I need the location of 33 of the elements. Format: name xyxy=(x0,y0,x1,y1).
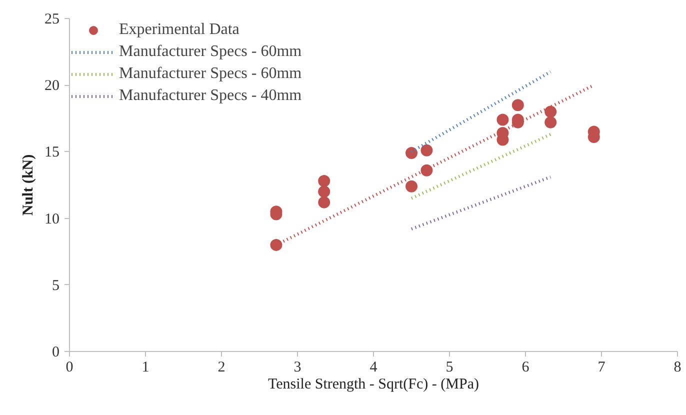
y-tick-label: 20 xyxy=(44,78,60,94)
x-tick-label: 6 xyxy=(522,360,530,376)
point xyxy=(406,180,418,192)
point xyxy=(270,238,282,251)
point xyxy=(512,99,524,112)
point xyxy=(318,175,330,187)
y-tick-label: 25 xyxy=(44,12,60,28)
y-tick-label: 10 xyxy=(44,211,60,228)
x-tick-label: 5 xyxy=(446,360,454,376)
legend-label: Manufacturer Specs - 60mm xyxy=(119,43,302,61)
point xyxy=(318,186,330,198)
x-tick-label: 8 xyxy=(674,360,682,376)
x-tick-label: 4 xyxy=(370,360,378,376)
y-tick-label: 15 xyxy=(44,144,60,161)
y-tick-label: 5 xyxy=(52,278,60,294)
point xyxy=(406,147,418,160)
legend-label: Manufacturer Specs - 40mm xyxy=(119,87,302,105)
point xyxy=(496,114,509,126)
point xyxy=(420,164,433,176)
legend-label: Experimental Data xyxy=(119,21,240,39)
x-tick-label: 0 xyxy=(66,360,74,376)
y-axis-title: Nult (kN) xyxy=(20,154,36,216)
point xyxy=(544,116,557,128)
legend-label: Manufacturer Specs - 60mm xyxy=(119,65,302,83)
point xyxy=(544,106,557,118)
x-tick-label: 3 xyxy=(294,360,302,376)
x-axis-title: Tensile Strength - Sqrt(Fc) - (MPa) xyxy=(268,376,480,392)
x-tick-label: 2 xyxy=(218,360,226,376)
x-tick-label: 7 xyxy=(598,360,606,376)
x-tick-label: 1 xyxy=(142,360,150,376)
y-tick-label: 0 xyxy=(52,344,60,360)
point xyxy=(420,144,433,156)
point xyxy=(318,196,330,208)
